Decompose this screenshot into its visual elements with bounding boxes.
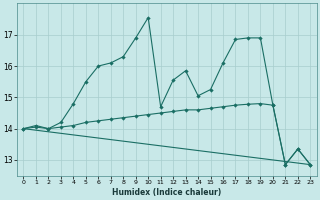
X-axis label: Humidex (Indice chaleur): Humidex (Indice chaleur) <box>112 188 221 197</box>
